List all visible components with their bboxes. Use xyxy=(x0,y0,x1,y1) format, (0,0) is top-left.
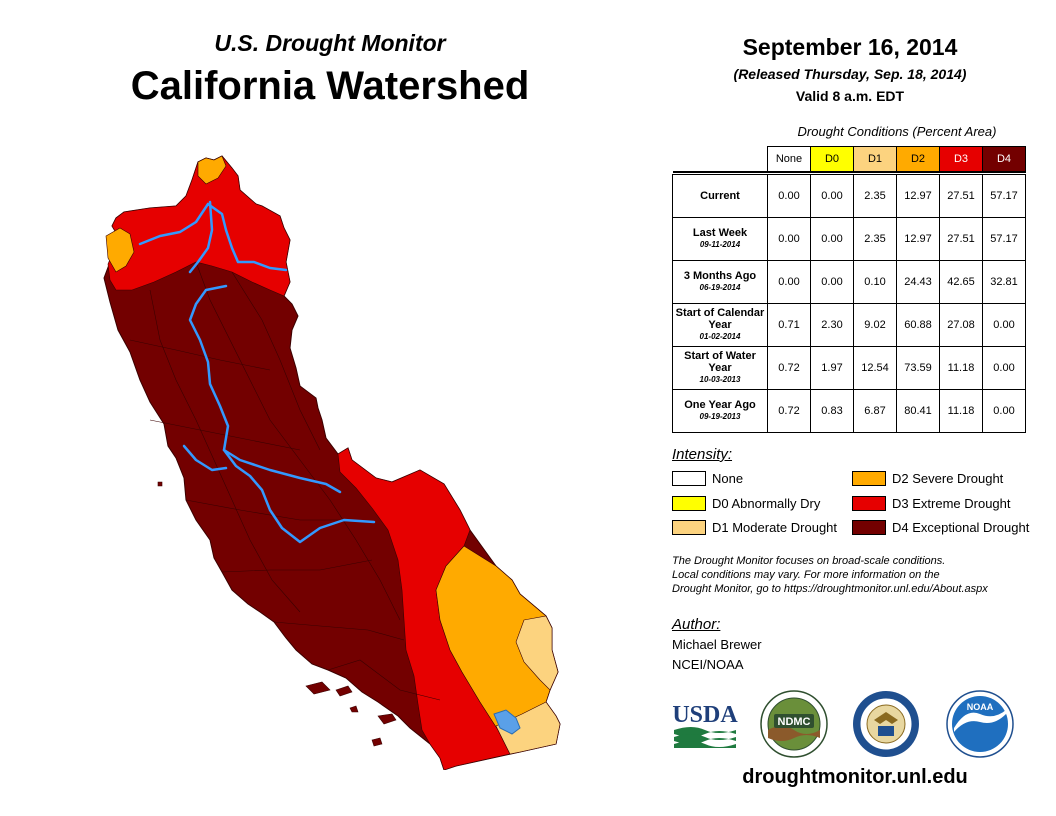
usda-logo: USDA xyxy=(672,702,738,748)
row-label: Current xyxy=(672,174,768,218)
column-header-d2: D2 xyxy=(896,146,940,173)
legend-item-d1: D1 Moderate Drought xyxy=(672,520,837,535)
table-cell: 27.51 xyxy=(939,217,983,261)
column-header-none: None xyxy=(767,146,811,173)
table-cell: 12.97 xyxy=(896,217,940,261)
author-org: NCEI/NOAA xyxy=(672,657,744,672)
row-label: 3 Months Ago 06-19-2014 xyxy=(672,260,768,304)
table-cell: 6.87 xyxy=(853,389,897,433)
ndmc-logo: NDMC xyxy=(760,690,828,758)
row-label: Start of Calendar Year 01-02-2014 xyxy=(672,303,768,347)
table-cell: 0.00 xyxy=(767,260,811,304)
noaa-logo: NOAA xyxy=(946,690,1014,758)
map-region-d1-south xyxy=(495,701,561,755)
map-subtitle: U.S. Drought Monitor xyxy=(214,30,446,56)
drought-conditions-table: None D0 D1 D2 D3 D4 Current 0.00 0.00 2.… xyxy=(672,146,1026,433)
table-cell: 57.17 xyxy=(982,217,1026,261)
river-network xyxy=(138,200,376,544)
table-cell: 11.18 xyxy=(939,346,983,390)
table-cell: 0.00 xyxy=(767,174,811,218)
website-url[interactable]: droughtmonitor.unl.edu xyxy=(742,766,968,788)
table-cell: 0.10 xyxy=(853,260,897,304)
legend-title: Intensity: xyxy=(672,446,733,463)
legend-swatch xyxy=(852,471,886,486)
table-cell: 57.17 xyxy=(982,174,1026,218)
release-date: (Released Thursday, Sep. 18, 2014) xyxy=(733,66,967,82)
legend-swatch xyxy=(672,471,706,486)
table-cell: 0.72 xyxy=(767,346,811,390)
legend-item-d3: D3 Extreme Drought xyxy=(852,496,1011,511)
map-region-d2-north xyxy=(197,155,227,185)
channel-islands xyxy=(157,481,397,747)
table-caption: Drought Conditions (Percent Area) xyxy=(797,124,997,139)
table-cell: 32.81 xyxy=(982,260,1026,304)
disclaimer-note: The Drought Monitor focuses on broad-sca… xyxy=(672,555,988,595)
table-cell: 2.30 xyxy=(810,303,854,347)
column-header-d3: D3 xyxy=(939,146,983,173)
legend-item-d2: D2 Severe Drought xyxy=(852,471,1003,486)
table-cell: 0.72 xyxy=(767,389,811,433)
table-cell: 42.65 xyxy=(939,260,983,304)
table-cell: 2.35 xyxy=(853,217,897,261)
lake xyxy=(493,709,521,735)
legend-swatch xyxy=(672,520,706,535)
legend-swatch xyxy=(852,520,886,535)
author-name: Michael Brewer xyxy=(672,637,762,652)
table-cell: 27.51 xyxy=(939,174,983,218)
table-cell: 12.97 xyxy=(896,174,940,218)
table-row: 3 Months Ago 06-19-2014 0.00 0.00 0.10 24… xyxy=(672,260,1026,304)
table-cell: 0.00 xyxy=(810,174,854,218)
svg-text:NOAA: NOAA xyxy=(967,702,994,712)
map-date: September 16, 2014 xyxy=(742,34,958,60)
column-header-d4: D4 xyxy=(982,146,1026,173)
table-cell: 0.00 xyxy=(767,217,811,261)
table-cell: 0.71 xyxy=(767,303,811,347)
row-label: Start of Water Year 10-03-2013 xyxy=(672,346,768,390)
commerce-department-seal xyxy=(853,691,919,757)
table-cell: 0.00 xyxy=(982,346,1026,390)
table-cell: 24.43 xyxy=(896,260,940,304)
table-cell: 80.41 xyxy=(896,389,940,433)
table-cell: 9.02 xyxy=(853,303,897,347)
column-header-d0: D0 xyxy=(810,146,854,173)
table-cell: 73.59 xyxy=(896,346,940,390)
california-watershed-map xyxy=(103,155,561,770)
legend-swatch xyxy=(672,496,706,511)
watershed-boundaries xyxy=(129,261,441,701)
row-label: One Year Ago 09-19-2013 xyxy=(672,389,768,433)
valid-time: Valid 8 a.m. EDT xyxy=(795,88,905,104)
map-region-d1-east xyxy=(515,615,559,691)
table-cell: 0.83 xyxy=(810,389,854,433)
table-cell: 27.08 xyxy=(939,303,983,347)
legend-swatch xyxy=(852,496,886,511)
table-row: Start of Water Year 10-03-2013 0.72 1.97 … xyxy=(672,346,1026,390)
table-cell: 60.88 xyxy=(896,303,940,347)
table-row: One Year Ago 09-19-2013 0.72 0.83 6.87 80… xyxy=(672,389,1026,433)
table-row: Current 0.00 0.00 2.35 12.97 27.51 57.17 xyxy=(672,174,1026,218)
table-cell: 12.54 xyxy=(853,346,897,390)
row-label: Last Week 09-11-2014 xyxy=(672,217,768,261)
table-cell: 11.18 xyxy=(939,389,983,433)
map-title: California Watershed xyxy=(130,64,530,108)
svg-text:NDMC: NDMC xyxy=(778,716,811,728)
table-cell: 1.97 xyxy=(810,346,854,390)
table-cell: 0.00 xyxy=(810,217,854,261)
table-corner xyxy=(673,147,768,173)
table-row: Last Week 09-11-2014 0.00 0.00 2.35 12.97… xyxy=(672,217,1026,261)
author-label: Author: xyxy=(672,616,721,633)
table-cell: 0.00 xyxy=(982,389,1026,433)
legend-item-none: None xyxy=(672,471,743,486)
table-row: Start of Calendar Year 01-02-2014 0.71 2.… xyxy=(672,303,1026,347)
legend-item-d0: D0 Abnormally Dry xyxy=(672,496,820,511)
table-cell: 0.00 xyxy=(982,303,1026,347)
legend-item-d4: D4 Exceptional Drought xyxy=(852,520,1029,535)
table-cell: 0.00 xyxy=(810,260,854,304)
table-cell: 2.35 xyxy=(853,174,897,218)
svg-text:USDA: USDA xyxy=(672,702,738,728)
column-header-d1: D1 xyxy=(853,146,897,173)
map-region-d2-northwest xyxy=(105,227,135,273)
